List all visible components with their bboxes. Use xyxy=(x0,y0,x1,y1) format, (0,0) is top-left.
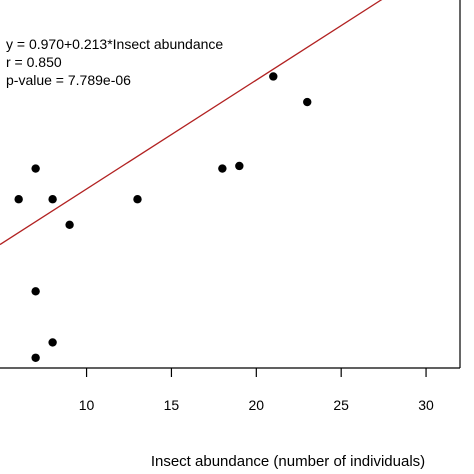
data-point-11 xyxy=(303,97,312,107)
data-point-6 xyxy=(65,220,74,229)
axes xyxy=(0,0,461,369)
x-tick-label-30: 30 xyxy=(418,397,434,413)
data-point-9 xyxy=(235,161,244,171)
data-point-4 xyxy=(48,195,57,204)
x-axis-ticks: 10 15 20 25 30 xyxy=(79,368,434,413)
data-point-5 xyxy=(48,338,57,347)
data-point-1 xyxy=(31,164,40,173)
x-axis-title: Insect abundance (number of individuals) xyxy=(151,453,425,470)
x-tick-label-10: 10 xyxy=(79,397,95,413)
annotations: y = 0.970+0.213*Insect abundance r = 0.8… xyxy=(6,36,223,88)
x-tick-label-15: 15 xyxy=(164,397,180,413)
data-point-0 xyxy=(14,195,23,204)
data-point-10 xyxy=(269,72,278,81)
p-value-label: p-value = 7.789e-06 xyxy=(6,72,131,88)
data-point-3 xyxy=(31,353,40,362)
regression-line xyxy=(0,0,383,246)
regression-line-group xyxy=(0,0,383,246)
correlation-label: r = 0.850 xyxy=(6,54,62,70)
data-points xyxy=(14,72,312,362)
x-tick-label-20: 20 xyxy=(249,397,265,413)
data-point-7 xyxy=(133,195,142,204)
x-tick-label-25: 25 xyxy=(333,397,349,413)
data-point-8 xyxy=(218,164,227,173)
data-point-2 xyxy=(31,287,40,296)
regression-equation: y = 0.970+0.213*Insect abundance xyxy=(6,36,223,52)
